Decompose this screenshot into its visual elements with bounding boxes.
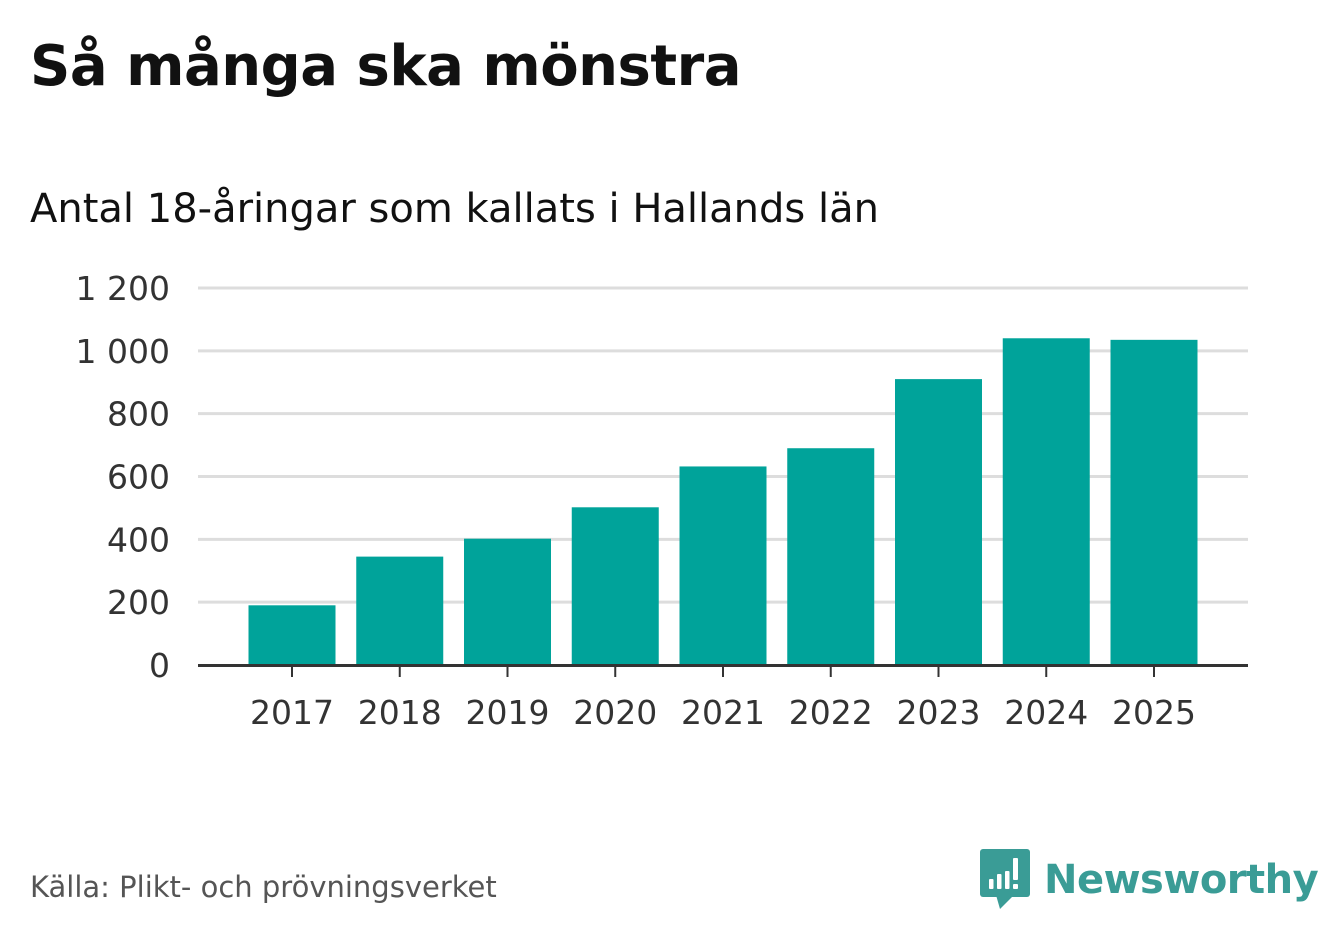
y-tick-label: 200: [107, 583, 170, 622]
bar: [1110, 339, 1198, 665]
y-tick-label: 400: [107, 520, 170, 559]
x-tick-label: 2018: [358, 693, 442, 732]
bar: [679, 466, 767, 665]
x-tick-label: 2025: [1112, 693, 1196, 732]
x-axis: [198, 664, 1248, 677]
newsworthy-brand[interactable]: Newsworthy: [980, 848, 1319, 912]
x-tick-label: 2020: [573, 693, 657, 732]
bar: [248, 605, 336, 665]
chart-subtitle: Antal 18-åringar som kallats i Hallands …: [30, 186, 879, 232]
chart-title: Så många ska mönstra: [30, 34, 742, 99]
bar: [464, 538, 551, 665]
y-tick-label: 800: [107, 395, 170, 434]
bars: [248, 338, 1198, 665]
y-tick-label: 600: [107, 458, 170, 497]
x-tick-label: 2024: [1004, 693, 1088, 732]
bar: [787, 448, 875, 665]
bar: [356, 556, 444, 665]
newsworthy-logo-icon: [980, 849, 1030, 909]
y-tick-label: 1 000: [76, 332, 170, 371]
x-tick-label: 2021: [681, 693, 765, 732]
x-axis-tick-labels: 2017 2018 2019 2020 2021 2022 2023 2024 2025: [250, 693, 1196, 732]
y-tick-label: 1 200: [76, 269, 170, 308]
bar: [571, 507, 659, 665]
x-tick-label: 2019: [466, 693, 550, 732]
x-tick-label: 2022: [789, 693, 873, 732]
source-note: Källa: Plikt- och prövningsverket: [30, 870, 497, 904]
bar: [895, 379, 982, 665]
x-tick-label: 2023: [897, 693, 981, 732]
bar: [1002, 338, 1090, 665]
y-axis-tick-labels: 0 200 400 600 800 1 000 1 200: [76, 269, 170, 685]
y-tick-label: 0: [149, 646, 170, 685]
x-tick-label: 2017: [250, 693, 334, 732]
brand-name: Newsworthy: [1044, 857, 1319, 903]
